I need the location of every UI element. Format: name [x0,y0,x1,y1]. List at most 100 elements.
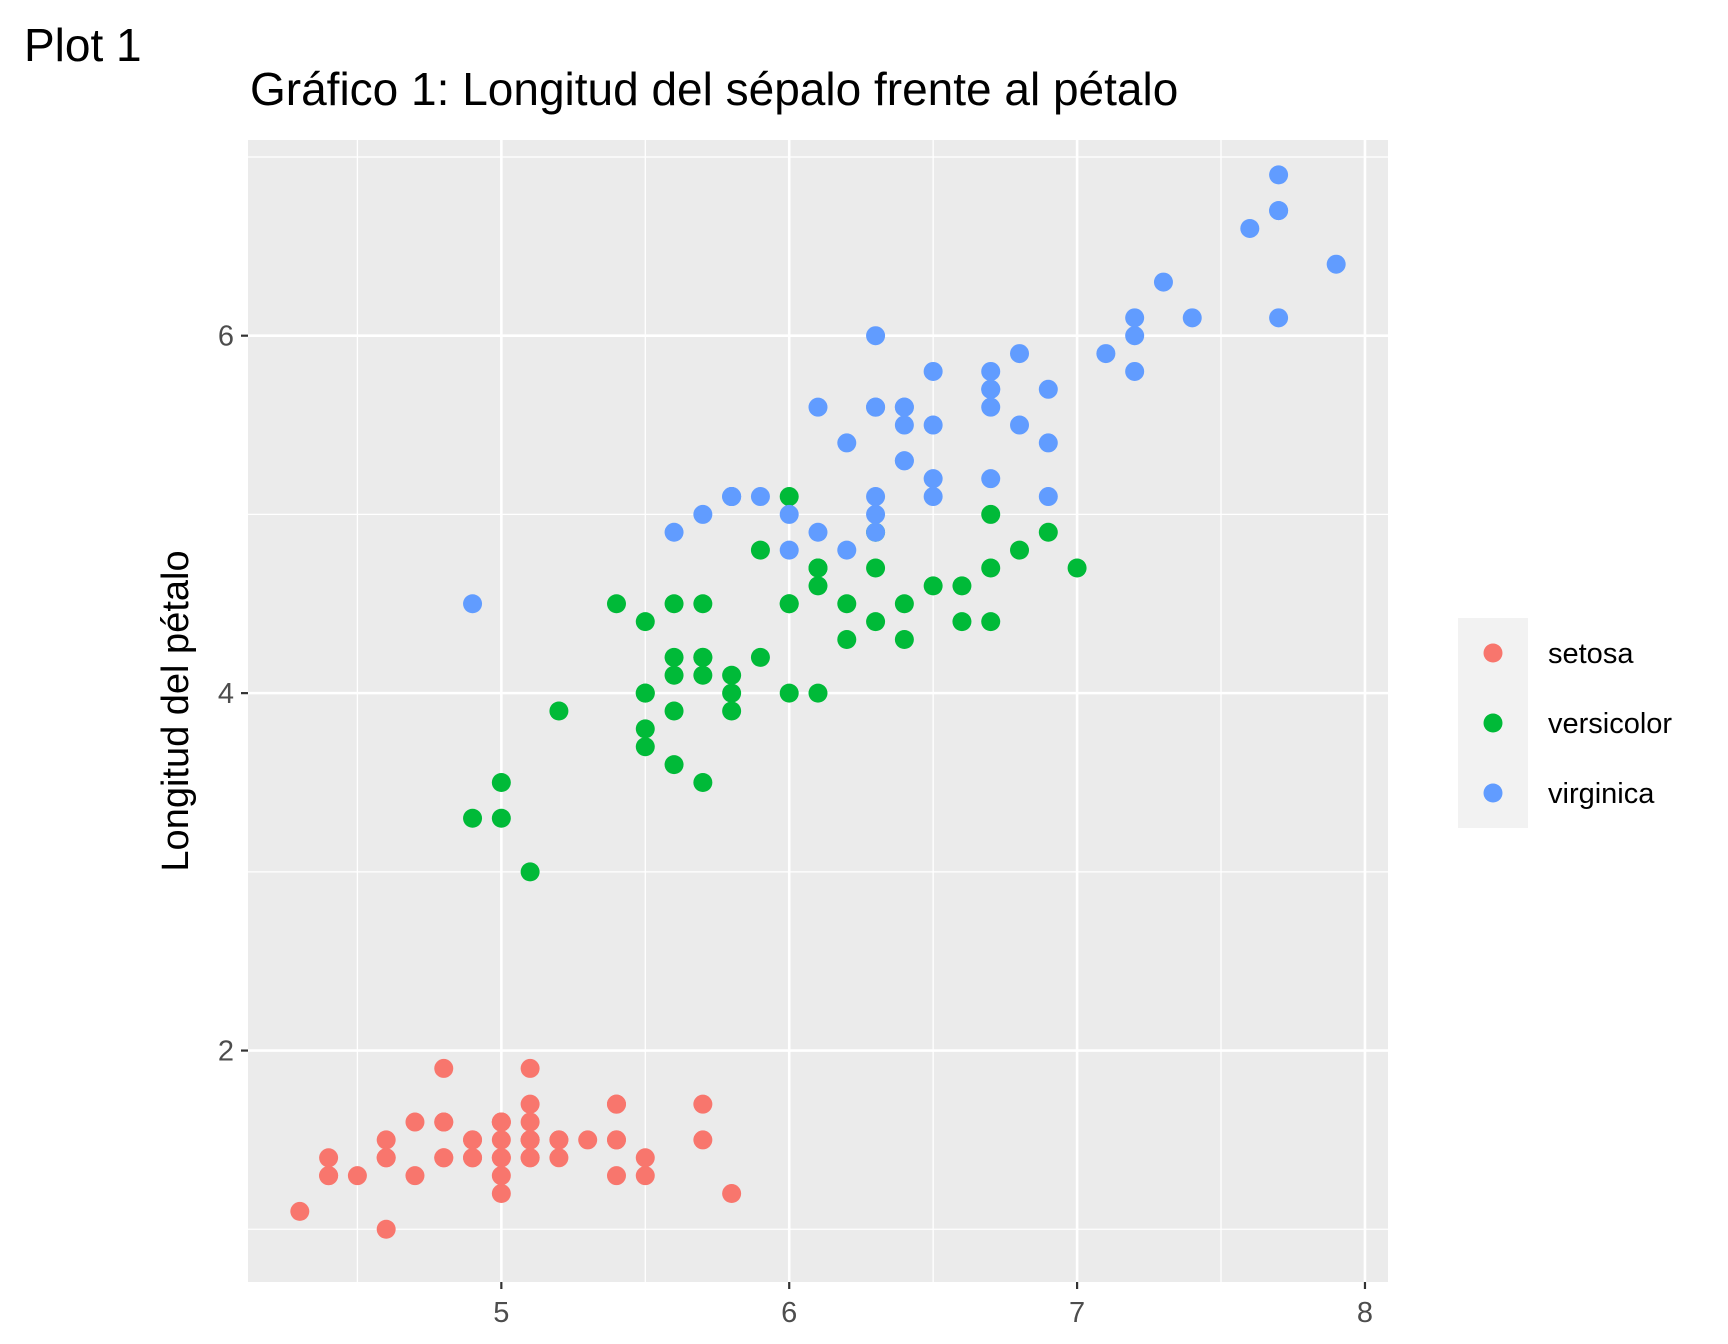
point-versicolor [635,719,655,739]
point-virginica [1125,361,1145,381]
point-setosa [491,1112,511,1132]
point-setosa [722,1184,742,1204]
point-setosa [491,1166,511,1186]
point-setosa [491,1148,511,1168]
point-virginica [981,361,1001,381]
point-setosa [405,1166,425,1186]
point-virginica [1269,308,1289,328]
point-versicolor [808,558,828,578]
y-axis: 2 4 6 [218,321,248,1068]
data-points [290,165,1346,1239]
x-axis: 5 6 7 8 [493,1282,1373,1329]
point-versicolor [952,612,972,632]
point-virginica [923,415,943,435]
point-setosa [376,1148,396,1168]
point-virginica [894,415,914,435]
legend: setosa versicolor virginica [1458,618,1672,828]
point-setosa [635,1148,655,1168]
point-setosa [491,1184,511,1204]
point-virginica [866,504,886,524]
point-versicolor [837,630,857,650]
y-tick-label: 4 [218,678,234,710]
point-virginica [1010,344,1030,364]
legend-key-versicolor [1483,713,1503,733]
point-versicolor [722,665,742,685]
point-virginica [981,469,1001,489]
point-virginica [808,397,828,417]
point-setosa [376,1219,396,1239]
point-virginica [1010,415,1030,435]
point-setosa [520,1058,540,1078]
point-virginica [1153,272,1173,292]
point-versicolor [981,504,1001,524]
point-virginica [1269,165,1289,185]
point-versicolor [1010,540,1030,560]
point-setosa [520,1112,540,1132]
point-setosa [347,1166,367,1186]
plot-panel [248,140,1388,1282]
point-virginica [866,487,886,507]
point-virginica [923,469,943,489]
point-versicolor [894,594,914,614]
point-setosa [606,1130,626,1150]
point-versicolor [693,594,713,614]
point-virginica [866,397,886,417]
point-versicolor [837,594,857,614]
point-virginica [866,522,886,542]
point-versicolor [491,772,511,792]
point-virginica [463,594,483,614]
x-tick-label: 6 [781,1297,797,1329]
y-tick-label: 6 [218,321,234,353]
point-virginica [693,504,713,524]
point-setosa [463,1148,483,1168]
point-virginica [981,379,1001,399]
point-virginica [1125,308,1145,328]
point-versicolor [520,862,540,882]
point-virginica [1240,218,1260,238]
legend-label: virginica [1548,778,1655,810]
point-virginica [1326,254,1346,274]
point-versicolor [1038,522,1058,542]
point-virginica [837,540,857,560]
x-tick-label: 8 [1357,1297,1373,1329]
point-virginica [1038,379,1058,399]
point-virginica [1269,201,1289,221]
point-versicolor [779,487,799,507]
point-virginica [808,522,828,542]
point-versicolor [664,594,684,614]
point-versicolor [866,612,886,632]
point-setosa [319,1148,339,1168]
point-setosa [578,1130,598,1150]
point-versicolor [635,683,655,703]
point-setosa [434,1058,454,1078]
point-versicolor [808,576,828,596]
point-versicolor [981,558,1001,578]
point-virginica [1182,308,1202,328]
point-setosa [463,1130,483,1150]
point-versicolor [549,701,569,721]
point-virginica [837,433,857,453]
x-tick-label: 5 [493,1297,509,1329]
point-versicolor [750,540,770,560]
legend-label: versicolor [1548,708,1672,740]
legend-key-virginica [1483,783,1503,803]
point-versicolor [606,594,626,614]
point-virginica [779,504,799,524]
point-setosa [549,1148,569,1168]
point-versicolor [1067,558,1087,578]
plot-tag: Plot 1 [24,19,142,71]
point-versicolor [808,683,828,703]
point-virginica [923,361,943,381]
point-setosa [606,1166,626,1186]
point-setosa [405,1112,425,1132]
point-versicolor [750,647,770,667]
point-versicolor [635,737,655,757]
point-virginica [750,487,770,507]
point-versicolor [664,755,684,775]
minor-gridlines [248,140,1388,1282]
point-versicolor [722,701,742,721]
point-setosa [520,1148,540,1168]
point-setosa [491,1130,511,1150]
point-setosa [635,1166,655,1186]
